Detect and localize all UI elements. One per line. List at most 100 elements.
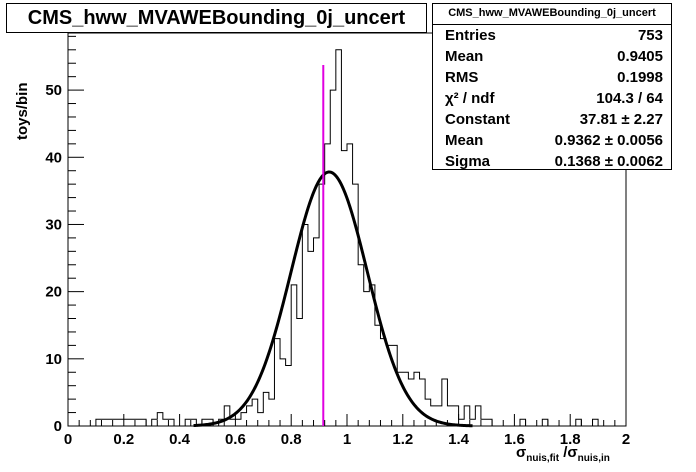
histogram-bin — [235, 419, 241, 426]
histogram-bin — [325, 144, 331, 426]
histogram-bin — [113, 419, 119, 426]
histogram-bin — [101, 419, 107, 426]
y-tick-label: 40 — [45, 149, 62, 166]
histogram-bin — [163, 419, 169, 426]
histogram-outline — [95, 49, 599, 427]
x-tick-label: 2 — [622, 431, 630, 448]
histogram-bin — [224, 406, 230, 426]
stats-value: 0.1368 ± 0.0062 — [554, 153, 663, 170]
stats-header: CMS_hww_MVAWEBounding_0j_uncert — [433, 4, 671, 25]
stats-row: Mean 0.9405 — [433, 46, 671, 67]
stats-label: χ² / ndf — [445, 90, 495, 107]
stats-row: Sigma 0.1368 ± 0.0062 — [433, 151, 671, 172]
stats-label: Entries — [445, 27, 496, 44]
histogram-bin — [420, 379, 426, 426]
histogram-bin — [185, 419, 191, 426]
histogram-bin — [152, 419, 158, 426]
histogram-bin — [431, 406, 437, 426]
stats-row: Mean 0.9362 ± 0.0056 — [433, 130, 671, 151]
stats-label: Mean — [445, 132, 484, 149]
stats-label: RMS — [445, 69, 479, 86]
histogram-bin — [129, 419, 135, 426]
x-tick-label: 0 — [64, 431, 72, 448]
histogram-bin — [330, 90, 336, 426]
histogram-bin — [157, 413, 163, 426]
chart-title: CMS_hww_MVAWEBounding_0j_uncert — [27, 7, 406, 29]
histogram-bin — [291, 285, 297, 426]
histogram-bin — [314, 238, 320, 426]
stats-row: Constant 37.81 ± 2.27 — [433, 109, 671, 130]
histogram-bin — [107, 419, 113, 426]
stats-value: 0.1998 — [617, 69, 663, 86]
histogram-bin — [252, 399, 258, 426]
histogram-bin — [230, 419, 236, 426]
chart-title-box: CMS_hww_MVAWEBounding_0j_uncert — [6, 3, 427, 33]
x-tick-label: 0.2 — [113, 431, 134, 448]
histogram-bin — [364, 292, 370, 426]
histogram-bin — [347, 144, 353, 426]
histogram-bin — [358, 265, 364, 426]
stats-row: RMS 0.1998 — [433, 67, 671, 88]
histogram-bin — [286, 366, 292, 426]
y-axis-label: toys/bin — [14, 82, 31, 140]
stats-value: 753 — [637, 27, 663, 44]
histogram-bin — [274, 339, 280, 426]
x-tick-label: 1.6 — [504, 431, 525, 448]
stats-row: Entries 753 — [433, 25, 671, 46]
stats-label: Mean — [445, 48, 484, 65]
x-tick-label: 1.8 — [560, 431, 581, 448]
stats-box: CMS_hww_MVAWEBounding_0j_uncert Entries 7… — [432, 3, 672, 170]
histogram-bin — [453, 406, 459, 426]
y-tick-label: 10 — [45, 351, 62, 368]
x-tick-label: 0.4 — [169, 431, 191, 448]
histogram-bin — [302, 224, 308, 426]
histogram-bin — [241, 413, 247, 426]
stats-value: 0.9362 ± 0.0056 — [554, 132, 663, 149]
histogram-bin — [247, 406, 253, 426]
y-tick-label: 30 — [45, 216, 62, 233]
stats-label: Constant — [445, 111, 510, 128]
histogram-bin — [475, 406, 481, 426]
x-tick-label: 0.6 — [225, 431, 246, 448]
histogram-bin — [369, 285, 375, 426]
stats-value: 104.3 / 64 — [596, 90, 663, 107]
histogram-bin — [425, 399, 431, 426]
histogram-bin — [403, 372, 409, 426]
histogram-bin — [280, 359, 286, 426]
stats-value: 0.9405 — [617, 48, 663, 65]
histogram-bin — [380, 339, 386, 426]
stats-label: Sigma — [445, 153, 491, 170]
histogram-bin — [481, 419, 487, 426]
y-tick-label: 50 — [45, 82, 62, 99]
histogram-bin — [258, 413, 264, 426]
histogram-bin — [141, 419, 147, 426]
histogram-bin — [96, 419, 102, 426]
histogram-bin — [414, 372, 420, 426]
histogram-bin — [576, 419, 582, 426]
y-tick-label: 0 — [54, 418, 62, 435]
stats-row: χ² / ndf 104.3 / 64 — [433, 88, 671, 109]
gaussian-fit-curve — [193, 170, 473, 428]
x-axis-label: σnuis,fit /σnuis,in — [516, 444, 610, 464]
histogram-bin — [542, 419, 548, 426]
histogram-bin — [124, 419, 130, 426]
x-tick-label: 1.2 — [392, 431, 413, 448]
x-tick-label: 0.8 — [281, 431, 302, 448]
histogram-bin — [168, 419, 174, 426]
histogram-bin — [464, 406, 470, 426]
x-tick-label: 1.4 — [448, 431, 470, 448]
histogram-bin — [593, 419, 599, 426]
histogram-bin — [336, 50, 342, 426]
stats-value: 37.81 ± 2.27 — [579, 111, 663, 128]
histogram-bin — [269, 399, 275, 426]
histogram-bin — [442, 379, 448, 426]
histogram-bin — [118, 419, 124, 426]
histogram-bin — [520, 419, 526, 426]
histogram-bin — [487, 419, 493, 426]
histogram-bin — [263, 392, 269, 426]
histogram-bin — [375, 325, 381, 426]
x-tick-label: 1 — [343, 431, 351, 448]
histogram-bin — [297, 319, 303, 426]
